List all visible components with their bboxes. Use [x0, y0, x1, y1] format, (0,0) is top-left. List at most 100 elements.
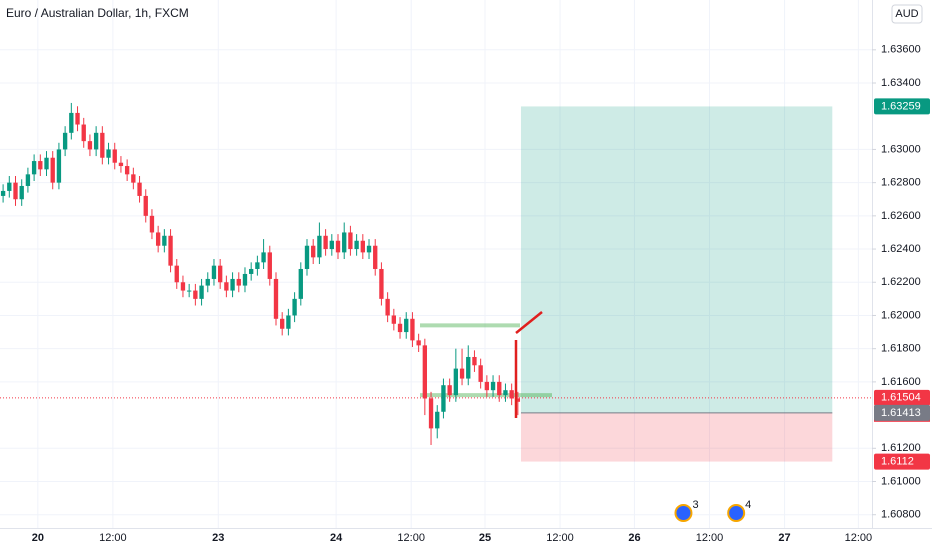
candle-body [509, 390, 514, 399]
candle-body [7, 182, 12, 191]
candle-body [348, 232, 353, 250]
y-tick-label: 1.62200 [881, 276, 921, 288]
candle-body [205, 278, 210, 286]
candle-body [323, 235, 328, 250]
candle-body [354, 240, 359, 250]
candle-body [317, 235, 322, 258]
candle-body [255, 262, 260, 269]
candle-body [50, 157, 55, 183]
candle-body [515, 398, 521, 402]
candle-body [410, 318, 415, 341]
candle-body [280, 318, 285, 329]
candle-body [19, 185, 24, 200]
candle-body [180, 282, 186, 291]
candle-body [56, 149, 62, 183]
candle-body [112, 149, 117, 163]
loss-zone [520, 412, 833, 462]
y-tick-label: 1.61200 [881, 442, 921, 454]
currency-label[interactable]: AUD [895, 8, 918, 20]
drawing [514, 311, 543, 418]
target-tag-box [874, 98, 930, 115]
candle-body [75, 112, 80, 125]
candle-body [155, 232, 161, 246]
candle-body [397, 323, 403, 333]
candle-body [81, 124, 86, 142]
candle-body [373, 245, 378, 269]
candle-body [447, 385, 452, 396]
candle-body [106, 149, 111, 158]
currency-box[interactable] [891, 4, 923, 24]
y-tick-label: 1.62600 [881, 210, 921, 222]
candle-body [416, 340, 421, 346]
candle-body [379, 268, 384, 299]
candle-body [230, 278, 235, 291]
y-tick-label: 1.61000 [881, 475, 921, 487]
candle-body [174, 265, 179, 283]
x-tick-label: 12:00 [546, 532, 574, 544]
candle-body [435, 411, 440, 429]
x-tick-label: 26 [628, 532, 640, 544]
candle-body [261, 252, 266, 263]
candle-body [62, 132, 68, 150]
candle-body [236, 278, 241, 286]
x-tick-label: 24 [330, 532, 343, 544]
candle-body [292, 298, 297, 316]
candle-body [503, 390, 508, 396]
candle-body [329, 240, 334, 250]
event-count: 3 [692, 499, 698, 511]
candle-body [391, 315, 396, 324]
stop-tag: 1.6112 [881, 455, 914, 467]
candle-body [186, 290, 192, 292]
candle-body [25, 174, 31, 186]
y-tick-label: 1.61800 [881, 343, 921, 355]
candle-body [38, 161, 43, 170]
profit-zone [520, 106, 833, 413]
last-price-tag-box [874, 389, 930, 406]
candle-body [199, 285, 204, 299]
candle-body [360, 240, 365, 253]
candle-body [286, 315, 291, 329]
candle-body [478, 365, 483, 382]
x-tick-label: 20 [32, 532, 44, 544]
candle-body [0, 190, 6, 196]
candle-body [273, 278, 279, 319]
candle-body [490, 381, 496, 391]
candle-body [100, 132, 105, 158]
y-tick-label: 1.61600 [881, 376, 921, 388]
event-icon [674, 504, 693, 522]
candle-body [224, 282, 229, 291]
candle-body [304, 245, 310, 269]
candle-body [124, 166, 130, 175]
candle-body [459, 368, 465, 379]
y-tick-label: 1.62400 [881, 243, 921, 255]
stop-tag-box [874, 453, 930, 470]
entry-tag: 1.61413 [881, 407, 921, 419]
x-tick-label: 12:00 [397, 532, 425, 544]
candle-body [31, 161, 37, 175]
candle-body [13, 182, 18, 200]
candle-body [162, 235, 167, 246]
candle-body [143, 195, 148, 216]
candle-body [428, 398, 434, 429]
y-tick-label: 1.62800 [881, 177, 921, 189]
last-price-tag: 1.61504 [881, 392, 921, 404]
y-tick-label: 1.60800 [881, 509, 921, 521]
event-count: 4 [745, 499, 751, 511]
candle-body [342, 232, 347, 253]
candle-body [497, 381, 502, 396]
candle-body [93, 132, 99, 150]
candle-body [249, 268, 254, 274]
x-tick-label: 25 [479, 532, 491, 544]
candle-body [404, 318, 409, 333]
entry-tag-box [874, 404, 930, 421]
candle-body [422, 345, 428, 399]
candle-body [298, 268, 303, 299]
target-tag: 1.63259 [881, 100, 921, 112]
y-tick-label: 1.62000 [881, 309, 921, 321]
candle-body [484, 381, 490, 391]
candle-body [193, 290, 198, 299]
x-tick-label: 12:00 [845, 532, 873, 544]
